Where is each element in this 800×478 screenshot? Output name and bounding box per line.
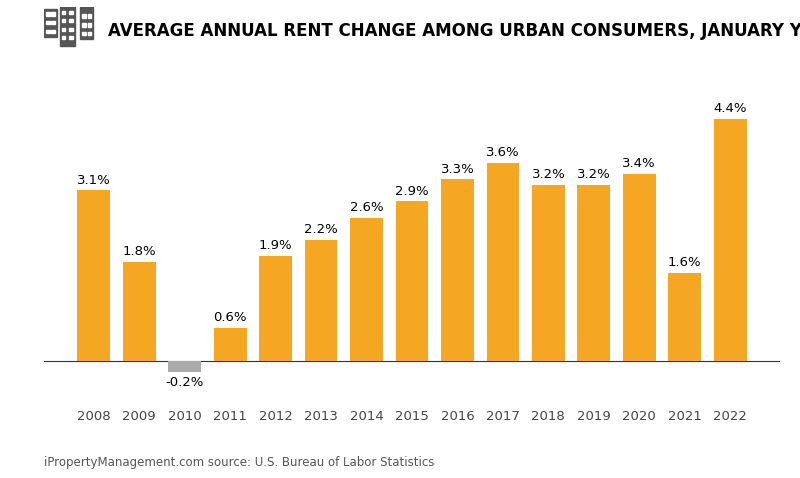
Bar xyxy=(168,361,201,372)
Bar xyxy=(69,36,73,40)
Bar xyxy=(486,163,519,361)
Text: 2.6%: 2.6% xyxy=(350,201,383,214)
Bar xyxy=(46,12,50,16)
Text: 0.6%: 0.6% xyxy=(214,311,247,324)
Text: -0.2%: -0.2% xyxy=(166,376,204,389)
Text: 3.2%: 3.2% xyxy=(531,168,566,181)
Bar xyxy=(80,7,94,40)
Bar xyxy=(46,30,50,33)
Text: 3.3%: 3.3% xyxy=(441,163,474,175)
Bar xyxy=(51,12,55,16)
Text: 3.6%: 3.6% xyxy=(486,146,520,159)
Bar xyxy=(69,19,73,22)
Text: 3.1%: 3.1% xyxy=(77,174,110,186)
Bar xyxy=(62,19,66,22)
Bar xyxy=(668,273,701,361)
Bar xyxy=(123,262,156,361)
Bar xyxy=(69,11,73,14)
Bar xyxy=(62,11,66,14)
Text: 1.9%: 1.9% xyxy=(259,239,293,252)
Bar xyxy=(82,14,86,18)
Bar xyxy=(59,7,75,46)
Bar xyxy=(62,36,66,40)
Text: 2.2%: 2.2% xyxy=(304,223,338,236)
Bar xyxy=(88,32,91,35)
Bar xyxy=(350,218,383,361)
Bar xyxy=(44,10,57,37)
Text: 1.8%: 1.8% xyxy=(122,245,156,258)
Text: 2.9%: 2.9% xyxy=(395,185,429,197)
Bar xyxy=(62,28,66,31)
Bar xyxy=(88,23,91,27)
Text: 4.4%: 4.4% xyxy=(714,102,747,115)
Bar xyxy=(714,119,746,361)
Text: 3.4%: 3.4% xyxy=(622,157,656,170)
Bar xyxy=(46,21,50,24)
Text: 3.2%: 3.2% xyxy=(577,168,610,181)
Bar xyxy=(51,30,55,33)
Bar xyxy=(259,256,292,361)
Text: iPropertyManagement.com source: U.S. Bureau of Labor Statistics: iPropertyManagement.com source: U.S. Bur… xyxy=(44,456,434,469)
Bar xyxy=(623,174,656,361)
Bar xyxy=(532,185,565,361)
Bar xyxy=(82,23,86,27)
Bar xyxy=(88,14,91,18)
Bar xyxy=(578,185,610,361)
Text: AVERAGE ANNUAL RENT CHANGE AMONG URBAN CONSUMERS, JANUARY YEAR-OVER-YEAR: AVERAGE ANNUAL RENT CHANGE AMONG URBAN C… xyxy=(108,22,800,40)
Bar xyxy=(214,328,246,361)
Text: 1.6%: 1.6% xyxy=(668,256,702,269)
Bar xyxy=(441,179,474,361)
Bar xyxy=(305,240,338,361)
Bar xyxy=(396,201,428,361)
Bar xyxy=(78,190,110,361)
Bar xyxy=(82,32,86,35)
Bar xyxy=(51,21,55,24)
Bar xyxy=(69,28,73,31)
